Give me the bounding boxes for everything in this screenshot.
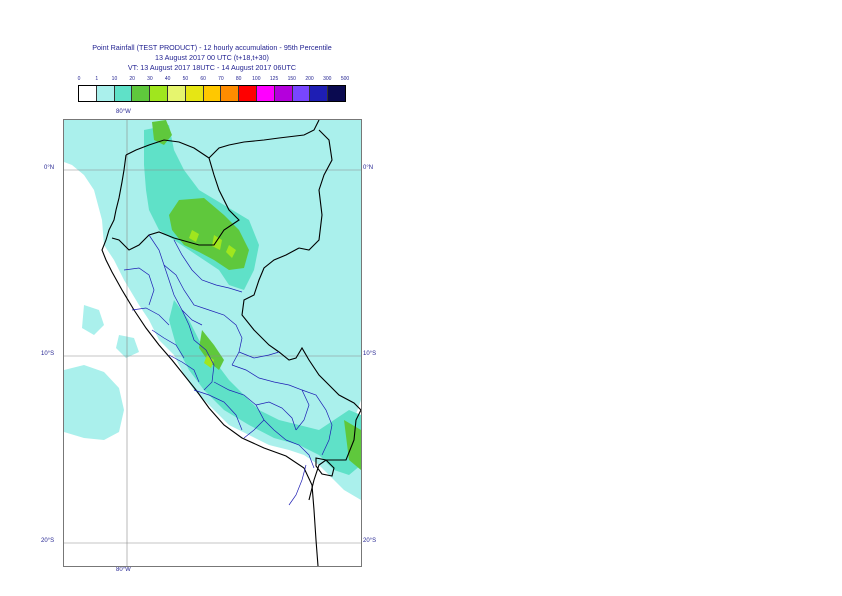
title-line-3: VT: 13 August 2017 18UTC - 14 August 201… xyxy=(127,63,297,72)
lat-0-left-label: 0°N xyxy=(44,165,55,171)
legend-label-0: 0 xyxy=(77,76,81,82)
legend-swatch-2 xyxy=(114,86,133,101)
legend-swatch-9 xyxy=(239,86,257,101)
legend-swatch-7 xyxy=(203,86,222,101)
legend-label-13: 200 xyxy=(305,76,314,82)
lat-20-left-label: 20°S xyxy=(41,538,55,544)
legend-swatch-4 xyxy=(150,86,168,101)
bolivia-chile-border xyxy=(308,409,361,501)
region-line-17 xyxy=(168,354,200,383)
lat-20-right-label: 20°S xyxy=(363,538,377,544)
legend-label-14: 300 xyxy=(323,76,332,82)
ecuador-border xyxy=(111,139,240,251)
region-line-18 xyxy=(288,464,307,506)
region-line-10 xyxy=(243,419,265,439)
graticule xyxy=(64,120,361,566)
lat-10-right-label: 10°S xyxy=(363,351,377,357)
legend-label-8: 70 xyxy=(218,76,224,82)
region-line-12 xyxy=(301,389,333,456)
legend-label-6: 50 xyxy=(182,76,189,82)
region-line-1 xyxy=(123,267,155,306)
legend-label-12: 150 xyxy=(287,76,296,82)
rain-area-heavy-north xyxy=(152,120,172,145)
region-line-3 xyxy=(163,264,203,326)
color-legend: 0 1 10 20 30 40 50 60 70 80 100 125 150 200 300 500 xyxy=(78,76,358,102)
legend-label-9: 80 xyxy=(235,76,242,82)
map-title: Point Rainfall (TEST PRODUCT) - 12 hourl… xyxy=(62,43,362,73)
region-line-2 xyxy=(148,234,210,311)
legend-label-1: 1 xyxy=(95,76,99,82)
legend-label-3: 20 xyxy=(129,76,135,82)
rain-area-ocean-patch-2 xyxy=(82,305,104,335)
title-line-2: 13 August 2017 00 UTC (t+18,t+30) xyxy=(155,53,269,62)
title-line-1: Point Rainfall (TEST PRODUCT) - 12 hourl… xyxy=(92,43,332,52)
rain-area-ocean-patch-3 xyxy=(116,335,139,358)
bottom-longitude-label: 80°W xyxy=(116,567,131,573)
region-line-9 xyxy=(255,401,297,431)
rain-area-heavy-central xyxy=(199,330,224,370)
region-line-14 xyxy=(173,239,243,293)
legend-label-7: 60 xyxy=(200,76,206,82)
lat-0-right-label: 0°N xyxy=(363,165,374,171)
rain-area-mid-2 xyxy=(169,300,361,475)
legend-swatch-10 xyxy=(256,86,275,101)
legend-swatch-12 xyxy=(292,86,311,101)
legend-swatch-11 xyxy=(274,86,293,101)
region-line-16 xyxy=(151,329,185,359)
rain-area-light xyxy=(64,120,361,500)
legend-swatch-6 xyxy=(185,86,204,101)
rainfall-map xyxy=(64,120,361,566)
region-line-6 xyxy=(231,364,310,431)
region-line-15 xyxy=(131,307,170,326)
region-line-5 xyxy=(181,309,215,391)
rain-area-ocean-patch-4 xyxy=(110,205,124,224)
legend-bar xyxy=(78,85,346,102)
legend-label-5: 40 xyxy=(164,76,171,82)
top-longitude-label: 80°W xyxy=(116,109,131,115)
legend-swatch-8 xyxy=(221,86,240,101)
coastline xyxy=(101,154,319,566)
map-panel xyxy=(63,119,362,567)
legend-swatch-14 xyxy=(328,86,345,101)
region-line-8 xyxy=(238,351,280,359)
legend-label-15: 500 xyxy=(340,76,350,82)
region-line-11 xyxy=(285,439,315,469)
colombia-border xyxy=(208,120,333,251)
legend-label-4: 30 xyxy=(147,76,153,82)
legend-labels: 0 1 10 20 30 40 50 60 70 80 100 125 150 200 300 500 xyxy=(78,76,358,84)
legend-label-2: 10 xyxy=(111,76,118,82)
region-boundaries xyxy=(123,234,333,506)
legend-label-10: 100 xyxy=(252,76,261,82)
region-line-13 xyxy=(193,389,243,431)
lat-10-left-label: 10°S xyxy=(41,351,55,357)
national-borders xyxy=(101,120,361,566)
legend-swatch-5 xyxy=(167,86,186,101)
legend-swatch-3 xyxy=(132,86,151,101)
lake-titicaca xyxy=(315,457,335,477)
rain-area-ocean-patch-1 xyxy=(64,365,124,440)
legend-swatch-0 xyxy=(79,86,97,101)
legend-swatch-13 xyxy=(310,86,329,101)
legend-swatch-1 xyxy=(96,86,115,101)
legend-label-11: 125 xyxy=(269,76,279,82)
brazil-border xyxy=(241,247,361,411)
region-line-4 xyxy=(208,309,243,366)
